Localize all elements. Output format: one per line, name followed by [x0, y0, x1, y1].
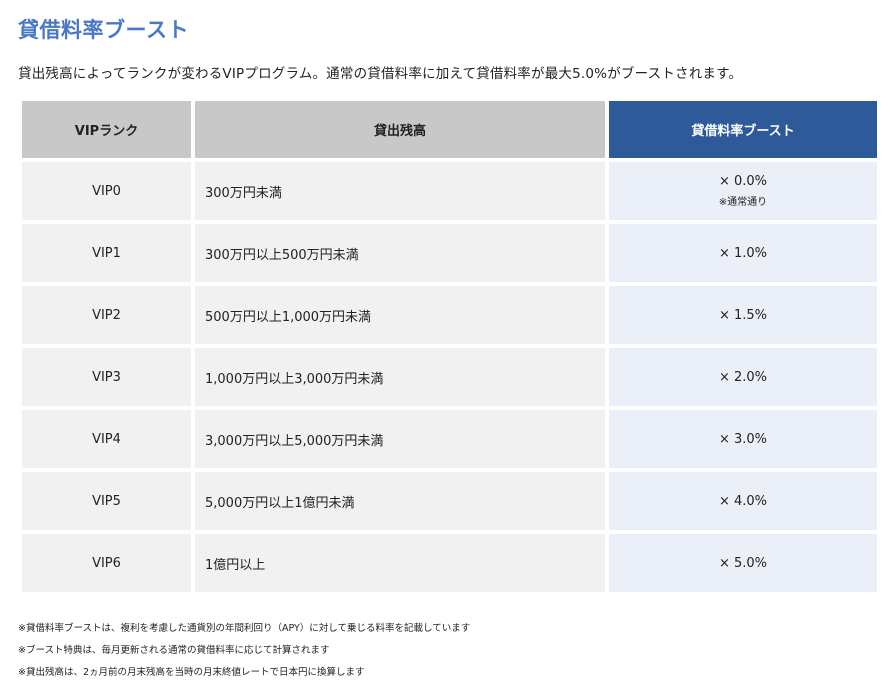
cell-loan-balance: 5,000万円以上1億円未満 [195, 472, 605, 530]
cell-rate-boost: × 3.0% [609, 410, 877, 468]
table-row: VIP2 500万円以上1,000万円未満 × 1.5% [22, 286, 877, 344]
header-rate-boost: 貸借料率ブースト [609, 101, 877, 158]
table-row: VIP6 1億円以上 × 5.0% [22, 534, 877, 592]
cell-loan-balance: 1億円以上 [195, 534, 605, 592]
cell-rate-boost: × 4.0% [609, 472, 877, 530]
table-row: VIP5 5,000万円以上1億円未満 × 4.0% [22, 472, 877, 530]
table-header-row: VIPランク 貸出残高 貸借料率ブースト [22, 101, 877, 158]
footnote: ※ブースト特典は、毎月更新される通常の貸借料率に応じて計算されます [18, 645, 330, 656]
boost-value: × 0.0% [718, 174, 768, 189]
cell-vip-rank: VIP3 [22, 348, 191, 406]
header-loan-balance: 貸出残高 [195, 101, 605, 158]
table-row: VIP1 300万円以上500万円未満 × 1.0% [22, 224, 877, 282]
cell-vip-rank: VIP2 [22, 286, 191, 344]
cell-rate-boost: × 2.0% [609, 348, 877, 406]
header-vip-rank: VIPランク [22, 101, 191, 158]
cell-loan-balance: 500万円以上1,000万円未満 [195, 286, 605, 344]
page-description: 貸出残高によってランクが変わるVIPプログラム。通常の貸借料率に加えて貸借料率が… [18, 66, 743, 82]
cell-vip-rank: VIP0 [22, 162, 191, 220]
vip-boost-table: VIPランク 貸出残高 貸借料率ブースト VIP0 300万円未満 × 0.0%… [18, 97, 881, 596]
cell-loan-balance: 300万円未満 [195, 162, 605, 220]
table-row: VIP4 3,000万円以上5,000万円未満 × 3.0% [22, 410, 877, 468]
footnote: ※貸借料率ブーストは、複利を考慮した通貨別の年間利回り（APY）に対して乗じる料… [18, 623, 471, 634]
footnote: ※貸出残高は、2ヵ月前の月末残高を当時の月末終値レートで日本円に換算します [18, 667, 365, 678]
cell-rate-boost: × 1.0% [609, 224, 877, 282]
cell-loan-balance: 1,000万円以上3,000万円未満 [195, 348, 605, 406]
cell-rate-boost: × 1.5% [609, 286, 877, 344]
cell-vip-rank: VIP5 [22, 472, 191, 530]
boost-note: ※通常通り [718, 197, 768, 208]
table-row: VIP0 300万円未満 × 0.0% ※通常通り [22, 162, 877, 220]
cell-vip-rank: VIP6 [22, 534, 191, 592]
cell-loan-balance: 3,000万円以上5,000万円未満 [195, 410, 605, 468]
cell-rate-boost: × 5.0% [609, 534, 877, 592]
table-row: VIP3 1,000万円以上3,000万円未満 × 2.0% [22, 348, 877, 406]
cell-vip-rank: VIP4 [22, 410, 191, 468]
cell-vip-rank: VIP1 [22, 224, 191, 282]
footnotes: ※貸借料率ブーストは、複利を考慮した通貨別の年間利回り（APY）に対して乗じる料… [18, 618, 470, 684]
cell-rate-boost: × 0.0% ※通常通り [609, 162, 877, 220]
page-title: 貸借料率ブースト [18, 18, 189, 42]
cell-loan-balance: 300万円以上500万円未満 [195, 224, 605, 282]
